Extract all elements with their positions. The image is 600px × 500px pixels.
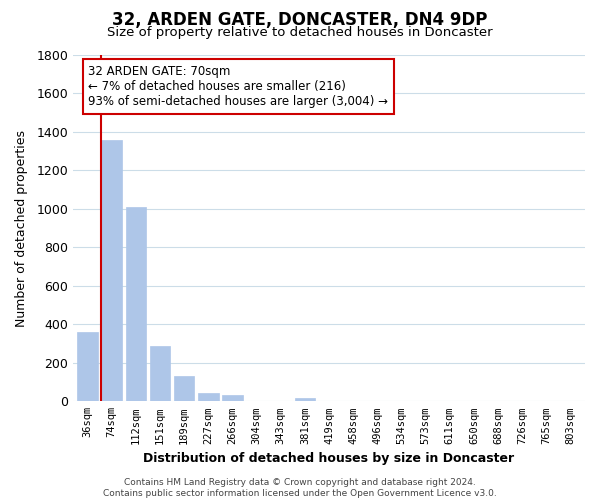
Bar <box>150 346 170 402</box>
Bar <box>77 332 98 402</box>
Bar <box>295 398 315 402</box>
Text: 32, ARDEN GATE, DONCASTER, DN4 9DP: 32, ARDEN GATE, DONCASTER, DN4 9DP <box>112 12 488 30</box>
Text: Contains HM Land Registry data © Crown copyright and database right 2024.
Contai: Contains HM Land Registry data © Crown c… <box>103 478 497 498</box>
Text: Size of property relative to detached houses in Doncaster: Size of property relative to detached ho… <box>107 26 493 39</box>
Bar <box>125 207 146 402</box>
Bar <box>174 376 194 402</box>
Bar <box>198 393 218 402</box>
Bar <box>101 140 122 402</box>
X-axis label: Distribution of detached houses by size in Doncaster: Distribution of detached houses by size … <box>143 452 515 465</box>
Text: 32 ARDEN GATE: 70sqm
← 7% of detached houses are smaller (216)
93% of semi-detac: 32 ARDEN GATE: 70sqm ← 7% of detached ho… <box>88 66 388 108</box>
Y-axis label: Number of detached properties: Number of detached properties <box>15 130 28 326</box>
Bar <box>222 394 243 402</box>
